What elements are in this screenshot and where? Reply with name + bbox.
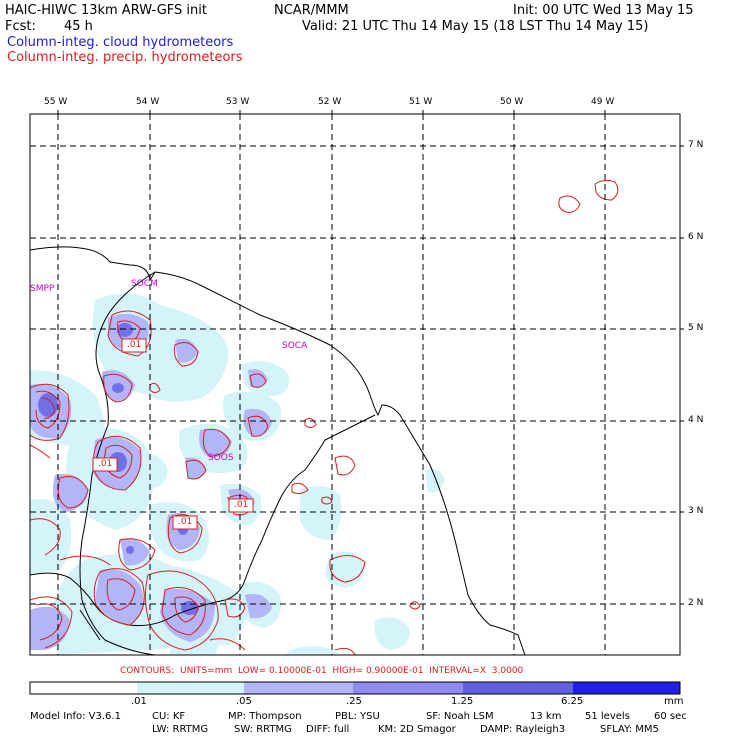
model-title: HAIC-HIWC 13km ARW-GFS init xyxy=(5,3,207,18)
map-frame xyxy=(29,113,681,656)
lon-ticks xyxy=(57,110,606,114)
model-info-cu: CU: KF xyxy=(152,711,186,722)
contour-label-boxes xyxy=(92,338,254,530)
model-info-lw: LW: RRTMG xyxy=(152,724,209,735)
model-info-sflay: SFLAY: MM5 xyxy=(600,724,659,735)
station-soos: SOOS xyxy=(208,453,234,463)
contour-label: .01 xyxy=(178,517,193,527)
model-info-damp: DAMP: Rayleigh3 xyxy=(480,724,566,735)
lat-label-7n: 7 N xyxy=(688,140,704,150)
colorbar-label: .05 xyxy=(236,696,252,707)
model-info-km: KM: 2D Smagor xyxy=(378,724,456,735)
station-soca: SOCA xyxy=(282,341,308,351)
colorbar-label: 1.25 xyxy=(451,696,474,707)
lon-label-55w: 55 W xyxy=(44,97,68,107)
contour-label: .01 xyxy=(98,459,113,469)
colorbar-label: 6.25 xyxy=(561,696,584,707)
lon-label-51w: 51 W xyxy=(409,97,433,107)
model-info-diff: DIFF: full xyxy=(306,724,350,735)
lon-label-52w: 52 W xyxy=(318,97,342,107)
model-info-version: Model Info: V3.6.1 xyxy=(30,711,121,722)
colorbar xyxy=(29,681,681,695)
model-info-sw: SW: RRTMG xyxy=(234,724,292,735)
fcst-value: 45 h xyxy=(64,19,93,34)
contour-label: .01 xyxy=(127,340,142,350)
fcst-label: Fcst: xyxy=(5,19,36,34)
model-info-res: 13 km xyxy=(530,711,562,722)
valid-time: Valid: 21 UTC Thu 14 May 15 (18 LST Thu … xyxy=(302,19,649,34)
lat-lon-grid xyxy=(30,114,680,655)
center-label: NCAR/MMM xyxy=(274,3,349,18)
contour-label: .01 xyxy=(234,500,249,510)
model-info-timestep: 60 sec xyxy=(654,711,687,722)
lon-label-53w: 53 W xyxy=(226,97,250,107)
lat-ticks xyxy=(680,145,684,605)
init-time: Init: 00 UTC Wed 13 May 15 xyxy=(513,3,694,18)
colorbar-label: .01 xyxy=(131,696,147,707)
coastlines-borders xyxy=(30,246,526,655)
station-smpp: SMPP xyxy=(30,284,55,294)
lat-label-3n: 3 N xyxy=(688,506,704,516)
lat-label-6n: 6 N xyxy=(688,232,704,242)
station-socm: SOCM xyxy=(131,279,158,289)
lon-label-50w: 50 W xyxy=(500,97,524,107)
field2-title: Column-integ. precip. hydrometeors xyxy=(7,50,243,65)
lon-label-54w: 54 W xyxy=(136,97,160,107)
model-info-pbl: PBL: YSU xyxy=(335,711,380,722)
lat-label-5n: 5 N xyxy=(688,323,704,333)
lat-label-4n: 4 N xyxy=(688,415,704,425)
field1-title: Column-integ. cloud hydrometeors xyxy=(7,35,234,50)
contours-info: CONTOURS: UNITS=mm LOW= 0.10000E-01 HIGH… xyxy=(120,666,524,676)
colorbar-label: .25 xyxy=(346,696,362,707)
lon-label-49w: 49 W xyxy=(591,97,615,107)
model-info-sf: SF: Noah LSM xyxy=(426,711,494,722)
model-info-mp: MP: Thompson xyxy=(228,711,302,722)
model-info-levels: 51 levels xyxy=(585,711,630,722)
lat-label-2n: 2 N xyxy=(688,598,704,608)
colorbar-unit: mm xyxy=(664,696,684,707)
